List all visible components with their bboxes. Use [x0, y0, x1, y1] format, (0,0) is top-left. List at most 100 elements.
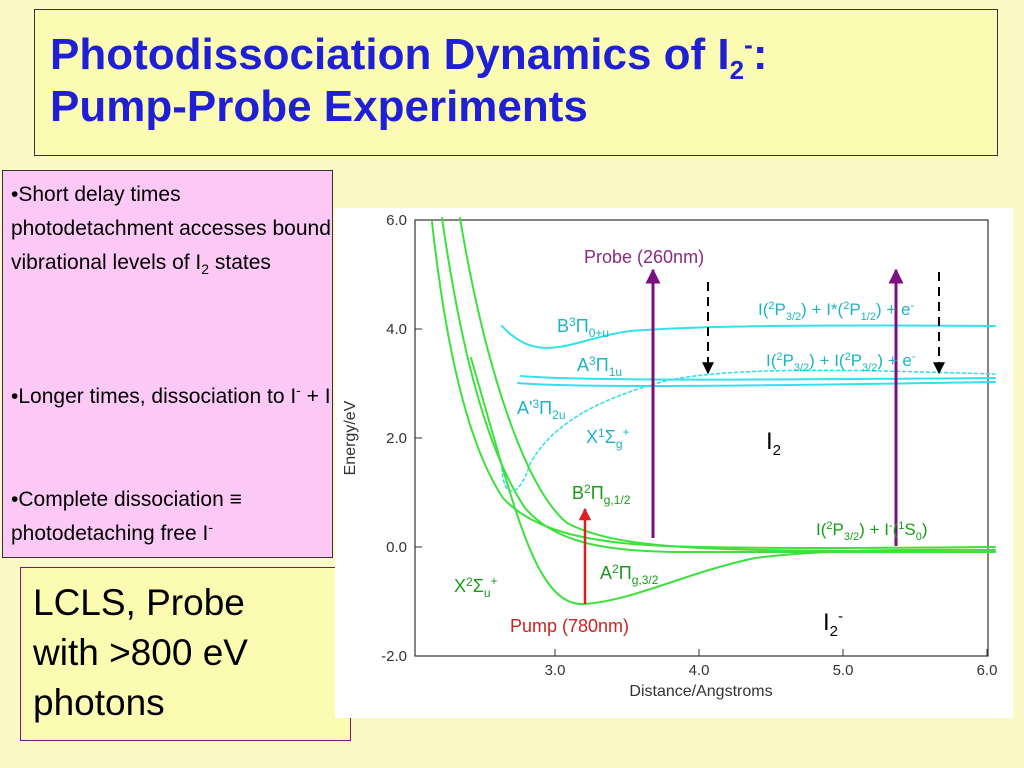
asym-sup: 2: [843, 300, 849, 312]
title-subscript: 2: [729, 54, 745, 85]
state-sub: g,3/2: [632, 573, 659, 587]
state-letter: A: [577, 355, 589, 375]
asym-sub: 0: [916, 531, 922, 543]
potential-energy-plot: 6.0 4.0 2.0 0.0 -2.0 3.0 4.0 5.0 6.0 Dis…: [335, 208, 1013, 718]
curve-X2-sigma-u: [470, 357, 996, 606]
asym-sub: 3/2: [786, 311, 801, 323]
asym-part: (: [893, 520, 899, 539]
asym-part: P: [849, 300, 860, 319]
lcls-line-3: photons: [33, 682, 165, 723]
state-sub: 2u: [552, 408, 565, 422]
state-B3-label: B3Π0+u: [557, 315, 609, 340]
plot-frame: [414, 219, 989, 657]
asym-part: P: [851, 351, 862, 370]
asym-sup: 1: [898, 520, 904, 532]
x-tick-label: 6.0: [977, 662, 998, 679]
slide-title-line-1: Photodissociation Dynamics of I2-:: [50, 30, 768, 83]
asym-sup: 2: [845, 351, 851, 363]
asymptote-lower-label: I(2P3/2) + I-(1S0): [816, 520, 928, 543]
state-greek: Σ: [473, 576, 484, 596]
y-axis-label: Energy/eV: [342, 400, 359, 475]
neutral-I2-label: I2: [766, 428, 781, 459]
state-sup: 2: [584, 482, 591, 496]
y-tick-labels: 6.0 4.0 2.0 0.0 -2.0: [381, 212, 407, 665]
notes-panel: •Short delay times photodetachment acces…: [2, 170, 333, 558]
anion-sup: -: [838, 608, 844, 625]
title-box: Photodissociation Dynamics of I2-: Pump-…: [34, 9, 998, 156]
slide-title-line-2: Pump-Probe Experiments: [50, 82, 588, 131]
neutral-letter: I: [766, 428, 773, 455]
note-superscript: -: [296, 382, 301, 398]
state-letter: A: [600, 563, 612, 583]
state-A3-label: A3Π1u: [577, 354, 622, 379]
asym-sup: 2: [826, 520, 832, 532]
lcls-callout-box: LCLS, Probe with >800 eV photons: [20, 567, 351, 741]
asym-part: ) + I*(: [801, 300, 843, 319]
state-A-prime-label: A'3Π2u: [517, 397, 566, 422]
state-greek: Σ: [605, 427, 616, 447]
curve-A3-1u: [520, 375, 996, 381]
asym-part: ) + I: [859, 520, 889, 539]
title-colon: :: [752, 30, 768, 79]
state-greek: Π: [539, 398, 552, 418]
x-tick-label: 5.0: [833, 662, 854, 679]
asym-part: ) + I(: [809, 351, 845, 370]
asymptote-upper-label: I(2P3/2) + I*(2P1/2) + e-: [758, 300, 914, 323]
state-sup: 2: [612, 562, 619, 576]
note-longer-times: •Longer times, dissociation to I- + I: [11, 380, 331, 414]
asym-part: ) + e: [876, 300, 911, 319]
note-text: •Longer times, dissociation to I: [11, 385, 297, 408]
state-letter: X: [586, 427, 598, 447]
asym-sub: 1/2: [861, 311, 876, 323]
y-axis: [415, 219, 422, 657]
asym-sub: 3/2: [862, 362, 877, 374]
state-greek: Π: [596, 355, 609, 375]
state-sup: 2: [466, 575, 473, 589]
note-short-delay: •Short delay times photodetachment acces…: [11, 178, 331, 280]
state-letter: X: [454, 576, 466, 596]
plot-svg: 6.0 4.0 2.0 0.0 -2.0 3.0 4.0 5.0 6.0 Dis…: [342, 212, 998, 700]
x-tick-label: 4.0: [689, 662, 710, 679]
note-text: •Short delay times photodetachment acces…: [11, 183, 331, 274]
title-text: Photodissociation Dynamics of I: [50, 30, 730, 79]
neutral-sub: 2: [772, 441, 782, 459]
curve-B3-0u: [501, 324, 996, 349]
asym-sup: 2: [768, 300, 774, 312]
anion-letter: I: [823, 609, 830, 636]
state-sub: g: [616, 437, 623, 451]
asym-part: P: [775, 300, 786, 319]
asym-sup: -: [912, 351, 916, 363]
asymptote-middle-label: I(2P3/2) + I(2P3/2) + e-: [766, 351, 916, 374]
state-greek: Π: [576, 316, 589, 336]
curve-X1-sigma-g: [501, 369, 996, 492]
anion-I2-label: I2-: [823, 608, 843, 640]
y-tick-label: 2.0: [386, 430, 407, 447]
note-subscript: 2: [201, 261, 210, 278]
lcls-line-2: with >800 eV: [33, 632, 248, 673]
asym-part: ): [922, 520, 928, 539]
state-X1-label: X1Σg+: [586, 425, 630, 451]
state-letter: B: [572, 483, 584, 503]
pump-label: Pump (780nm): [510, 616, 629, 636]
state-sup: +: [623, 425, 630, 439]
state-sup: 3: [532, 397, 539, 411]
note-text-end: + I: [300, 385, 331, 408]
asym-sup: -: [889, 520, 893, 532]
state-greek: Π: [591, 483, 604, 503]
asym-sub: 3/2: [794, 362, 809, 374]
x-axis-label: Distance/Angstroms: [629, 683, 772, 700]
asym-part: S: [904, 520, 915, 539]
y-tick-label: 0.0: [386, 539, 407, 556]
state-sub: 0+u: [589, 326, 609, 340]
state-A2-label: A2Πg,3/2: [600, 562, 659, 587]
state-B2-label: B2Πg,1/2: [572, 482, 631, 507]
y-tick-label: 4.0: [386, 321, 407, 338]
state-sub: u: [484, 586, 491, 600]
curve-anion-excited: [459, 217, 996, 553]
asym-part: P: [833, 520, 844, 539]
asym-part: P: [783, 351, 794, 370]
state-sup: 3: [569, 315, 576, 329]
y-tick-label: 6.0: [386, 212, 407, 229]
x-tick-label: 3.0: [545, 662, 566, 679]
state-sub: 1u: [609, 365, 622, 379]
